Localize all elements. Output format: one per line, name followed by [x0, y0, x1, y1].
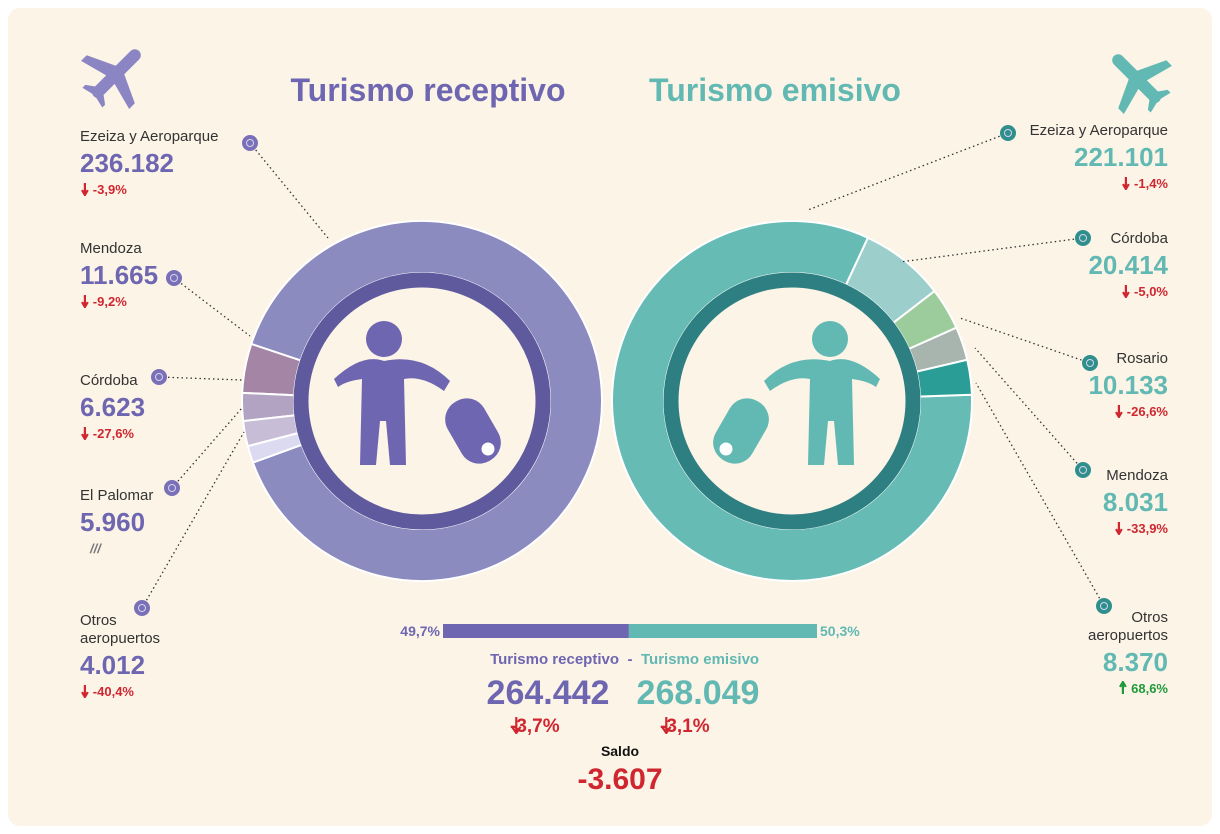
airport-value: 10.133 [1018, 368, 1168, 402]
marker [1000, 125, 1016, 141]
airport-name: Córdoba [80, 372, 230, 390]
airport-value: 11.665 [80, 258, 230, 292]
legend-separator: - [628, 651, 633, 668]
total-change: -3,7% [510, 716, 560, 738]
airport-value: 236.182 [80, 146, 230, 180]
airport-name: El Palomar [80, 487, 230, 505]
plane-icon [68, 27, 163, 122]
airport-name: Otros aeropuertos [1088, 609, 1168, 645]
trend-arrow [510, 716, 523, 734]
airport-value: 8.031 [1018, 485, 1168, 519]
trend-arrow [1114, 404, 1124, 418]
legend-name: Turismo emisivo [641, 651, 759, 668]
airport-name: Mendoza [80, 240, 230, 258]
trend-arrow [80, 182, 90, 196]
total-value: 264.442 [487, 674, 610, 712]
airport-label: Otros aeropuertos8.37068,6% [1088, 609, 1168, 699]
airport-change: 68,6% [1088, 679, 1168, 699]
airport-change: -26,6% [1018, 402, 1168, 422]
trend-arrow [1121, 284, 1131, 298]
wheel [480, 441, 496, 457]
wheel [718, 441, 734, 457]
trend-arrow [1121, 176, 1131, 190]
share-bar [629, 624, 817, 638]
chart-title: Turismo emisivo [649, 72, 901, 108]
head [366, 321, 402, 357]
airport-change: -27,6% [80, 424, 230, 444]
airport-value: 6.623 [80, 390, 230, 424]
airport-value: 4.012 [80, 648, 170, 682]
airport-name: Otros aeropuertos [80, 612, 170, 648]
legend-name: Turismo receptivo [490, 651, 619, 668]
airport-change: -5,0% [1018, 282, 1168, 302]
total-value: 268.049 [637, 674, 760, 712]
airport-change: -1,4% [1018, 174, 1168, 194]
balance-value: -3.607 [577, 763, 662, 796]
trend-arrow [1118, 681, 1128, 695]
trend-arrow [80, 426, 90, 440]
airport-name: Ezeiza y Aeroparque [80, 128, 230, 146]
trend-arrow [80, 684, 90, 698]
airport-change: -3,9% [80, 180, 230, 200]
chart-title: Turismo receptivo [290, 72, 565, 108]
infographic: Turismo receptivo Turismo emisivo 49,7% 50,… [0, 0, 1220, 834]
connector [808, 133, 1008, 210]
total-change: -3,1% [660, 716, 710, 738]
airport-name: Ezeiza y Aeroparque [1018, 122, 1168, 140]
airport-name: Mendoza [1018, 467, 1168, 485]
airport-change: -40,4% [80, 682, 170, 702]
share-label: 49,7% [400, 623, 440, 639]
share-bar [443, 624, 629, 638]
airport-value: 20.414 [1018, 248, 1168, 282]
trend-arrow [80, 294, 90, 308]
airport-change: -9,2% [80, 292, 230, 312]
airport-change: -33,9% [1018, 519, 1168, 539]
airport-name: Córdoba [1018, 230, 1168, 248]
airport-change: /// [80, 539, 230, 559]
airport-value: 5.960 [80, 505, 230, 539]
share-label: 50,3% [820, 623, 860, 639]
airport-value: 221.101 [1018, 140, 1168, 174]
head [812, 321, 848, 357]
balance-title: Saldo [601, 743, 639, 759]
airport-label: Ezeiza y Aeroparque221.101-1,4% [1018, 122, 1168, 194]
marker [242, 135, 258, 151]
trend-arrow [660, 716, 673, 734]
inner-ring [671, 280, 913, 522]
connector [250, 143, 328, 238]
airport-value: 8.370 [1088, 645, 1168, 679]
plane-icon [1090, 32, 1185, 127]
airport-name: Rosario [1018, 350, 1168, 368]
inner-ring [301, 280, 543, 522]
trend-arrow [1114, 521, 1124, 535]
